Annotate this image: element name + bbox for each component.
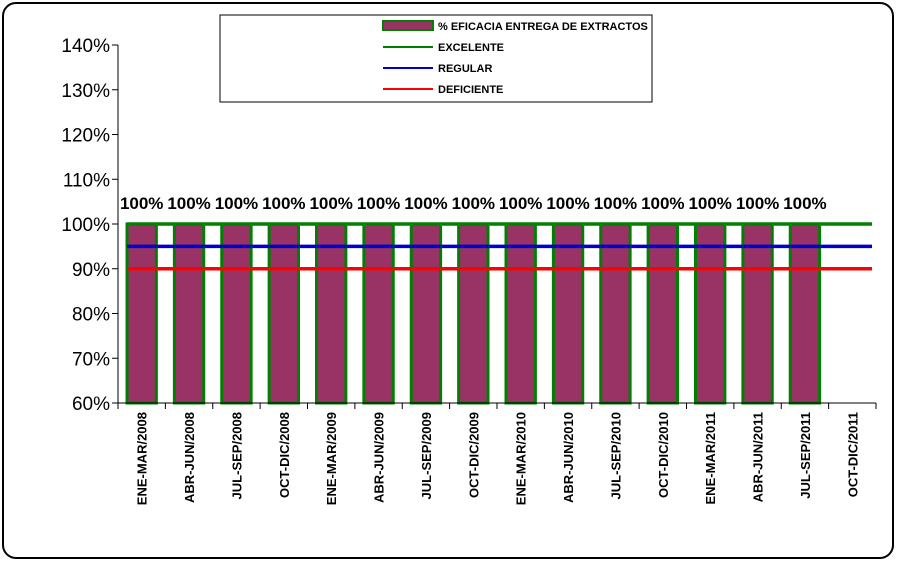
bar xyxy=(599,222,632,405)
plot-area xyxy=(125,222,872,405)
y-tick-label: 70% xyxy=(72,349,110,370)
legend-label-excelente: EXCELENTE xyxy=(438,42,504,54)
x-category-label: OCT-DIC/2011 xyxy=(845,412,860,497)
data-label: 100% xyxy=(594,194,637,213)
data-label: 100% xyxy=(688,194,731,213)
data-label: 100% xyxy=(120,194,163,213)
x-category-label: OCT-DIC/2009 xyxy=(466,412,481,498)
bar xyxy=(125,222,158,405)
bar xyxy=(267,222,300,405)
data-label: 100% xyxy=(499,194,542,213)
y-tick-label: 110% xyxy=(63,170,110,191)
bar xyxy=(551,222,585,405)
bar xyxy=(362,222,395,405)
data-label: 100% xyxy=(736,194,779,213)
x-category-label: JUL-SEP/2010 xyxy=(608,412,623,499)
legend-label-eficacia: % EFICACIA ENTREGA DE EXTRACTOS xyxy=(438,21,648,33)
data-label: 100% xyxy=(167,194,210,213)
y-tick-label: 90% xyxy=(72,260,110,281)
y-tick-label: 100% xyxy=(61,215,110,236)
bar xyxy=(788,222,822,405)
x-category-label: ENE-MAR/2008 xyxy=(135,412,150,505)
data-label: 100% xyxy=(357,194,400,213)
data-label: 100% xyxy=(546,194,589,213)
axes: 60% 70% 80% 90% 100% 110% 120% 130% 140% ENE-MAR/… xyxy=(61,36,877,505)
bar xyxy=(220,222,253,405)
data-label: 100% xyxy=(452,194,495,213)
bar xyxy=(172,222,206,405)
y-tick-label: 80% xyxy=(72,305,110,326)
y-tick-label: 60% xyxy=(72,394,110,415)
data-label: 100% xyxy=(783,194,826,213)
x-category-label: JUL-SEP/2011 xyxy=(798,412,813,499)
bar xyxy=(409,222,443,405)
x-category-label: ABR-JUN/2008 xyxy=(182,412,197,503)
x-category-label: JUL-SEP/2009 xyxy=(419,412,434,499)
x-category-label: OCT-DIC/2008 xyxy=(277,412,292,498)
legend: % EFICACIA ENTREGA DE EXTRACTOS EXCELENTE… xyxy=(219,14,653,103)
data-label: 100% xyxy=(262,194,305,213)
data-label: 100% xyxy=(309,194,352,213)
data-label: 100% xyxy=(215,194,258,213)
y-tick-label: 140% xyxy=(61,36,110,57)
bar xyxy=(741,222,774,405)
x-category-label: ABR-JUN/2009 xyxy=(372,412,387,503)
x-category-label: OCT-DIC/2010 xyxy=(656,412,671,498)
data-labels: 100% 100% 100% 100% 100% 100% 100% 100% 100% 100%… xyxy=(120,194,827,213)
legend-swatch-eficacia xyxy=(382,20,434,31)
legend-box xyxy=(219,14,653,103)
x-category-label: ENE-MAR/2011 xyxy=(703,412,718,504)
data-label: 100% xyxy=(641,194,684,213)
x-category-label: ENE-MAR/2010 xyxy=(514,412,529,505)
y-tick-label: 120% xyxy=(61,126,110,147)
x-category-label: ABR-JUN/2010 xyxy=(561,412,576,503)
legend-label-regular: REGULAR xyxy=(438,63,492,75)
bar xyxy=(504,222,537,405)
bar xyxy=(694,222,727,405)
bar xyxy=(315,222,348,405)
legend-label-deficiente: DEFICIENTE xyxy=(438,84,503,96)
x-category-label: ENE-MAR/2009 xyxy=(324,412,339,505)
x-category-label: JUL-SEP/2008 xyxy=(229,412,244,499)
x-category-label: ABR-JUN/2011 xyxy=(751,412,766,502)
bar xyxy=(646,222,679,405)
data-label: 100% xyxy=(404,194,447,213)
bar xyxy=(457,222,490,405)
y-tick-label: 130% xyxy=(61,81,110,102)
